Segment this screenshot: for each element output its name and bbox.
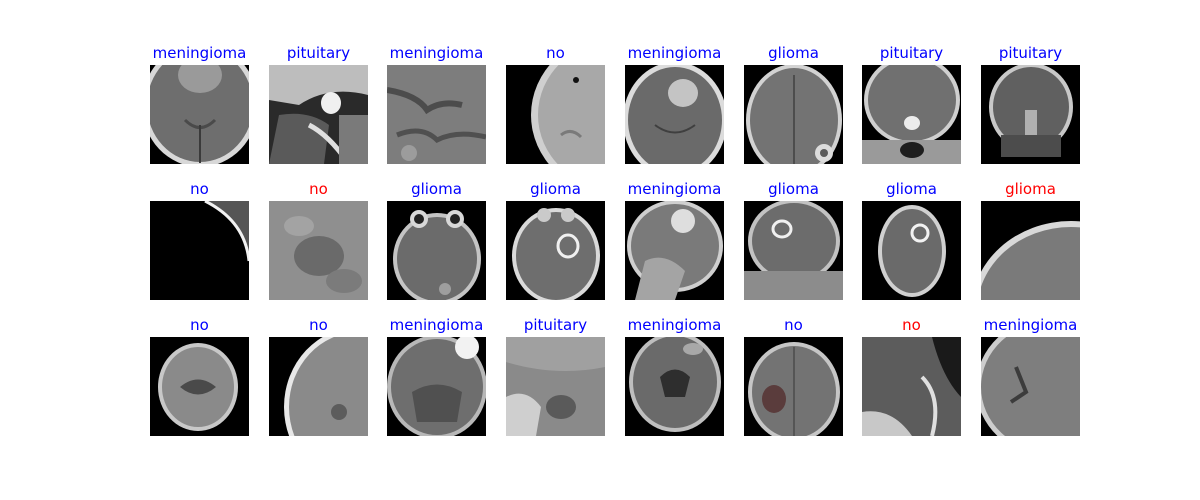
prediction-label: meningioma — [627, 44, 722, 62]
prediction-label: glioma — [411, 180, 462, 198]
brain-mri-icon — [387, 65, 486, 164]
prediction-label: glioma — [886, 180, 937, 198]
brain-mri-icon — [506, 201, 605, 300]
brain-mri-icon — [625, 337, 724, 436]
brain-mri-icon — [387, 201, 486, 300]
prediction-label: glioma — [530, 180, 581, 198]
brain-mri-icon — [150, 65, 249, 164]
prediction-label: meningioma — [389, 316, 484, 334]
prediction-label: glioma — [1005, 180, 1056, 198]
brain-mri-icon — [150, 201, 249, 300]
prediction-label: no — [309, 316, 328, 334]
brain-mri-icon — [269, 201, 368, 300]
brain-mri-icon — [269, 337, 368, 436]
brain-mri-icon — [744, 65, 843, 164]
brain-mri-icon — [269, 65, 368, 164]
brain-mri-icon — [506, 65, 605, 164]
prediction-label: pituitary — [523, 316, 588, 334]
prediction-label: no — [309, 180, 328, 198]
brain-mri-icon — [862, 201, 961, 300]
brain-mri-icon — [150, 337, 249, 436]
prediction-label: meningioma — [983, 316, 1078, 334]
prediction-label: glioma — [768, 44, 819, 62]
prediction-label: meningioma — [389, 44, 484, 62]
brain-mri-icon — [981, 201, 1080, 300]
brain-mri-icon — [506, 337, 605, 436]
brain-mri-icon — [862, 65, 961, 164]
prediction-label: meningioma — [627, 180, 722, 198]
prediction-label: no — [546, 44, 565, 62]
brain-mri-icon — [862, 337, 961, 436]
prediction-label: glioma — [768, 180, 819, 198]
brain-mri-icon — [387, 337, 486, 436]
prediction-label: meningioma — [627, 316, 722, 334]
brain-mri-icon — [981, 337, 1080, 436]
brain-mri-icon — [744, 201, 843, 300]
brain-mri-icon — [981, 65, 1080, 164]
prediction-label: pituitary — [998, 44, 1063, 62]
prediction-label: pituitary — [879, 44, 944, 62]
brain-mri-icon — [625, 65, 724, 164]
prediction-label: no — [784, 316, 803, 334]
prediction-label: no — [190, 316, 209, 334]
prediction-label: meningioma — [152, 44, 247, 62]
brain-mri-icon — [625, 201, 724, 300]
prediction-label: pituitary — [286, 44, 351, 62]
prediction-label: no — [190, 180, 209, 198]
prediction-label: no — [902, 316, 921, 334]
brain-mri-icon — [744, 337, 843, 436]
